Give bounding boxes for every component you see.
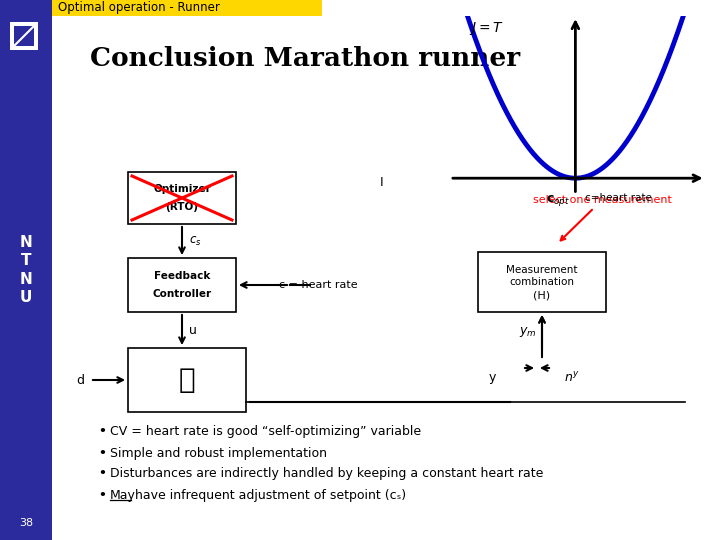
Text: $n^y$: $n^y$: [564, 371, 580, 385]
Bar: [52, 0, 322, 16]
Bar: [478, 252, 606, 312]
Text: Simple and robust implementation: Simple and robust implementation: [110, 447, 327, 460]
Text: (H): (H): [534, 291, 551, 301]
Bar: [128, 172, 236, 224]
Text: c = heart rate: c = heart rate: [279, 280, 357, 290]
Text: c=heart rate: c=heart rate: [585, 193, 652, 203]
Text: Optimal operation - Runner: Optimal operation - Runner: [58, 2, 220, 15]
Text: (RTO): (RTO): [166, 202, 199, 212]
Text: •: •: [98, 468, 106, 481]
Text: d: d: [76, 374, 84, 387]
Text: have infrequent adjustment of setpoint (cₛ): have infrequent adjustment of setpoint (…: [131, 489, 406, 502]
Text: Disturbances are indirectly handled by keeping a constant heart rate: Disturbances are indirectly handled by k…: [110, 468, 544, 481]
Text: •: •: [98, 447, 106, 460]
Text: •: •: [98, 426, 106, 438]
Text: select one measurement: select one measurement: [533, 195, 672, 240]
Text: Conclusion Marathon runner: Conclusion Marathon runner: [90, 45, 520, 71]
Text: Controller: Controller: [153, 289, 212, 299]
Text: Measurement: Measurement: [506, 265, 577, 275]
Text: y: y: [488, 372, 495, 384]
Bar: [128, 348, 246, 412]
Bar: [14, 26, 34, 46]
Text: I: I: [380, 176, 384, 188]
Text: Optimizer: Optimizer: [153, 184, 211, 194]
Text: CV = heart rate is good “self-optimizing” variable: CV = heart rate is good “self-optimizing…: [110, 426, 421, 438]
Text: May: May: [110, 489, 136, 502]
Text: 38: 38: [19, 518, 33, 528]
Bar: [10, 22, 38, 50]
Bar: [128, 258, 236, 312]
Text: $J=T$: $J=T$: [469, 21, 504, 37]
Text: N
T
N
U: N T N U: [19, 234, 32, 306]
Text: $y_m$: $y_m$: [519, 325, 537, 339]
Text: Feedback: Feedback: [154, 271, 210, 281]
Bar: [0, 0, 52, 540]
Text: 🏃: 🏃: [179, 366, 195, 394]
Text: combination: combination: [510, 277, 575, 287]
Text: •: •: [98, 489, 106, 502]
Text: u: u: [189, 323, 197, 336]
Text: $c_s$: $c_s$: [189, 234, 202, 247]
Text: $\mathbf{c}_{opt}$: $\mathbf{c}_{opt}$: [546, 193, 570, 208]
